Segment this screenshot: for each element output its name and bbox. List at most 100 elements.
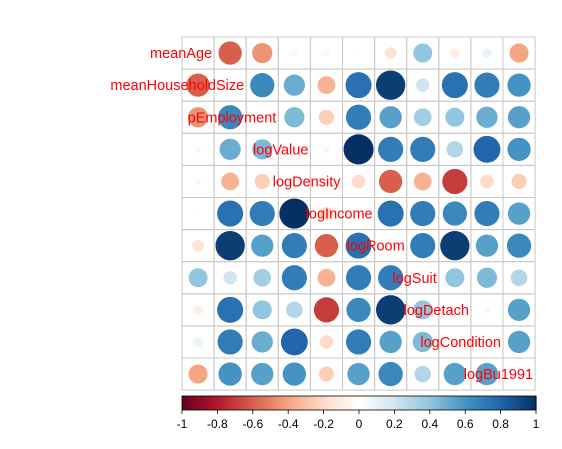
colorbar-segment — [442, 396, 445, 410]
colorbar-segment — [190, 396, 194, 410]
correlation-circle-meanHouseholdSize-meanAge — [186, 73, 210, 97]
colorbar-segment — [373, 396, 376, 410]
colorbar-segment — [284, 396, 288, 410]
matrix-cell — [502, 357, 536, 391]
colorbar-segment — [235, 396, 238, 410]
colorbar-segment — [399, 396, 403, 410]
colorbar-segment — [222, 396, 226, 410]
correlation-circle-logRoom-logBu1991 — [506, 233, 532, 258]
colorbar-segment — [272, 396, 275, 410]
colorbar-segment — [415, 396, 419, 410]
correlation-circle-pEmployment-meanHouseholdSize — [218, 105, 243, 130]
colorbar-segment — [468, 396, 472, 410]
colorbar-segment — [197, 396, 201, 410]
correlation-circle-pEmployment-logDensity — [318, 109, 334, 125]
correlation-circle-logBu1991-logCondition — [475, 362, 499, 386]
colorbar-segment — [523, 396, 526, 410]
correlation-circle-logValue-pEmployment — [252, 139, 273, 160]
correlation-circle-logIncome-meanHouseholdSize — [217, 200, 244, 227]
colorbar-segment — [305, 396, 309, 410]
colorbar-segment — [440, 396, 443, 410]
correlation-circle-logBu1991-logDensity — [318, 366, 334, 382]
colorbar-segment — [518, 396, 521, 410]
colorbar-segment — [475, 396, 479, 410]
correlation-circle-logDensity-meanAge — [194, 178, 202, 185]
colorbar-segment — [325, 396, 328, 410]
correlation-circle-logSuit-logValue — [281, 265, 307, 291]
correlation-circle-logDensity-logIncome — [351, 174, 366, 189]
correlation-circle-logBu1991-logSuit — [414, 365, 431, 383]
colorbar-segment — [261, 396, 265, 410]
colorbar-segment — [355, 396, 358, 410]
colorbar-segment — [394, 396, 397, 410]
colorbar-segment — [252, 396, 256, 410]
variable-label-logDensity: logDensity — [273, 174, 341, 190]
colorbar-segment — [491, 396, 495, 410]
colorbar-segment — [443, 396, 447, 410]
correlation-circle-logValue-meanHouseholdSize — [219, 138, 241, 160]
colorbar-tick-label: 0.8 — [492, 417, 509, 431]
colorbar-segment — [332, 396, 335, 410]
correlation-circle-logCondition-logDensity — [319, 335, 334, 349]
colorbar-tick-label: 0 — [356, 417, 363, 431]
colorbar-segment — [304, 396, 307, 410]
colorbar-segment — [279, 396, 282, 410]
correlation-circle-logRoom-pEmployment — [251, 234, 274, 257]
colorbar-segment — [511, 396, 514, 410]
colorbar-segment — [426, 396, 429, 410]
colorbar-segment — [360, 396, 364, 410]
correlation-circle-logRoom-logDetach — [440, 230, 470, 261]
colorbar-tick-label: 1 — [533, 417, 540, 431]
colorbar-segment — [297, 396, 300, 410]
correlation-circle-logSuit-logIncome — [345, 265, 372, 291]
colorbar-segment — [470, 396, 473, 410]
correlation-circle-logDetach-logValue — [286, 301, 303, 319]
colorbar-segment — [433, 396, 436, 410]
colorbar-segment — [376, 396, 380, 410]
colorbar-segment — [369, 396, 372, 410]
variable-label-logValue: logValue — [253, 142, 308, 158]
colorbar-segment — [454, 396, 457, 410]
colorbar-segment — [532, 396, 535, 410]
correlation-circle-pEmployment-logDetach — [445, 107, 465, 127]
colorbar-segment — [268, 396, 272, 410]
colorbar-segment — [217, 396, 220, 410]
correlation-circle-logBu1991-meanHouseholdSize — [218, 362, 242, 386]
variable-label-meanHouseholdSize: meanHouseholdSize — [110, 78, 244, 94]
colorbar-segment — [231, 396, 234, 410]
correlation-circle-logIncome-meanAge — [195, 211, 201, 216]
correlation-circle-meanHouseholdSize-logSuit — [416, 78, 430, 92]
correlation-circle-meanAge-logBu1991 — [509, 43, 529, 63]
colorbar-segment — [298, 396, 302, 410]
correlation-circle-logDetach-logIncome — [346, 297, 371, 322]
colorbar-segment — [520, 396, 523, 410]
correlation-circle-logCondition-pEmployment — [251, 331, 273, 353]
correlation-circle-pEmployment-logRoom — [379, 106, 402, 129]
correlation-circle-logDensity-logValue — [290, 178, 298, 185]
colorbar-segment — [359, 396, 362, 410]
colorbar-segment — [189, 396, 192, 410]
matrix-grid — [181, 36, 536, 391]
correlation-circle-logValue-logSuit — [410, 136, 436, 162]
colorbar-segment — [389, 396, 392, 410]
colorbar-segment — [256, 396, 259, 410]
colorbar-segment — [330, 396, 334, 410]
colorbar-segment — [302, 396, 305, 410]
colorbar-segment — [495, 396, 498, 410]
colorbar-segment — [525, 396, 528, 410]
colorbar-segment — [346, 396, 349, 410]
variable-labels: meanAge meanHouseholdSize pEmployment logVa… — [110, 46, 533, 383]
colorbar-segment — [353, 396, 357, 410]
correlation-circle-meanHouseholdSize-logRoom — [375, 70, 406, 100]
colorbar-segment — [328, 396, 332, 410]
colorbar-segment — [351, 396, 355, 410]
correlation-circle-meanAge-logCondition — [482, 48, 492, 58]
colorbar-segment — [205, 396, 208, 410]
colorbar-segment — [316, 396, 319, 410]
colorbar-segment — [249, 396, 252, 410]
correlation-circle-logRoom-meanHouseholdSize — [215, 230, 245, 261]
colorbar-segment — [335, 396, 339, 410]
correlation-circle-meanHouseholdSize-logValue — [283, 74, 305, 96]
correlation-circle-logBu1991-meanAge — [188, 364, 208, 384]
correlation-circle-logSuit-logCondition — [476, 267, 498, 288]
